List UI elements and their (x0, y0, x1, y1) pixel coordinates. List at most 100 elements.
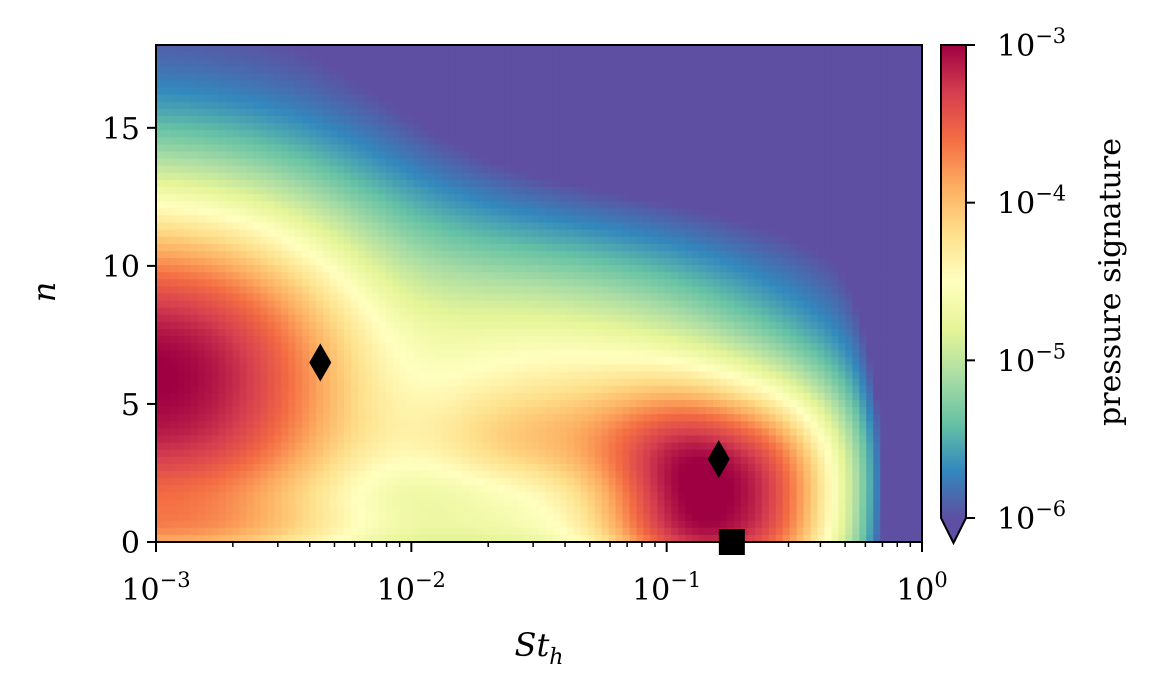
heatmap-cell (309, 428, 317, 437)
heatmap-cell (288, 116, 296, 124)
heatmap-cell (323, 435, 331, 444)
heatmap-cell (497, 52, 505, 60)
heatmap-cell (545, 158, 554, 167)
heatmap-cell (218, 492, 227, 500)
heatmap-cell (162, 449, 171, 458)
heatmap-cell (518, 123, 526, 131)
heatmap-cell (197, 378, 206, 387)
heatmap-cell (643, 73, 652, 82)
heatmap-cell (330, 229, 338, 238)
heatmap-cell (295, 506, 303, 515)
heatmap-cell (601, 151, 610, 160)
heatmap-cell (566, 506, 575, 515)
heatmap-cell (587, 421, 596, 429)
heatmap-cell (608, 194, 617, 202)
heatmap-cell (615, 478, 624, 486)
heatmap-cell (448, 534, 457, 542)
heatmap-cell (587, 336, 596, 344)
heatmap-cell (601, 307, 610, 316)
heatmap-cell (552, 314, 561, 323)
heatmap-cell (608, 407, 617, 415)
heatmap-cell (274, 492, 282, 500)
heatmap-cell (385, 59, 394, 67)
heatmap-cell (622, 179, 631, 188)
heatmap-cell (559, 229, 568, 238)
heatmap-cell (197, 485, 206, 493)
heatmap-cell (176, 307, 185, 316)
heatmap-cell (490, 385, 498, 394)
heatmap-cell (406, 130, 415, 138)
heatmap-cell (183, 520, 192, 529)
heatmap-cell (580, 492, 589, 500)
heatmap-cell (295, 272, 303, 280)
heatmap-cell (267, 265, 275, 273)
heatmap-cell (455, 300, 463, 309)
heatmap-cell (504, 137, 512, 145)
heatmap-cell (357, 534, 366, 542)
heatmap-cell (594, 371, 603, 380)
heatmap-cell (246, 329, 255, 337)
heatmap-cell (532, 343, 540, 351)
heatmap-cell (204, 421, 213, 429)
heatmap-cell (601, 534, 610, 542)
heatmap-cell (448, 520, 457, 529)
heatmap-cell (385, 101, 394, 110)
heatmap-cell (448, 215, 457, 224)
heatmap-cell (566, 449, 575, 458)
heatmap-cell (232, 300, 241, 309)
heatmap-cell (204, 307, 213, 316)
heatmap-cell (211, 87, 220, 96)
heatmap-cell (295, 357, 303, 366)
heatmap-cell (525, 385, 533, 394)
heatmap-cell (580, 478, 589, 486)
heatmap-cell (260, 364, 269, 373)
heatmap-cell (525, 350, 533, 358)
heatmap-cell (239, 435, 248, 444)
heatmap-cell (274, 236, 282, 245)
heatmap-cell (434, 463, 443, 472)
heatmap-cell (253, 321, 262, 330)
heatmap-cell (316, 130, 324, 138)
heatmap-cell (545, 187, 554, 195)
heatmap-cell (490, 435, 498, 444)
heatmap-cell (323, 492, 331, 500)
heatmap-cell (392, 201, 401, 209)
heatmap-cell (260, 187, 269, 195)
heatmap-cell (246, 59, 255, 67)
heatmap-cell (629, 336, 638, 344)
heatmap-cell (573, 314, 582, 323)
heatmap-cell (364, 66, 373, 74)
heatmap-cell (594, 94, 603, 103)
heatmap-cell (525, 108, 533, 117)
heatmap-cell (462, 293, 470, 302)
heatmap-cell (545, 208, 554, 216)
heatmap-cell (441, 179, 450, 188)
heatmap-cell (337, 314, 345, 323)
heatmap-cell (462, 108, 470, 117)
heatmap-cell (545, 123, 554, 131)
heatmap-cell (330, 59, 338, 67)
heatmap-cell (594, 194, 603, 202)
heatmap-cell (622, 151, 631, 160)
heatmap-cell (469, 407, 477, 415)
heatmap-cell (511, 123, 519, 131)
heatmap-cell (316, 527, 324, 536)
heatmap-cell (211, 116, 220, 124)
heatmap-cell (337, 300, 345, 309)
heatmap-cell (552, 428, 561, 437)
heatmap-cell (629, 123, 638, 131)
heatmap-cell (552, 506, 561, 515)
heatmap-cell (232, 527, 241, 536)
heatmap-cell (559, 357, 568, 366)
heatmap-cell (420, 407, 429, 415)
heatmap-cell (448, 400, 457, 408)
heatmap-cell (169, 471, 178, 479)
heatmap-cell (587, 357, 596, 366)
heatmap-cell (399, 137, 408, 145)
heatmap-cell (559, 87, 568, 96)
heatmap-cell (232, 179, 241, 188)
heatmap-cell (573, 350, 582, 358)
heatmap-cell (267, 307, 275, 316)
heatmap-cell (225, 364, 234, 373)
heatmap-cell (197, 350, 206, 358)
